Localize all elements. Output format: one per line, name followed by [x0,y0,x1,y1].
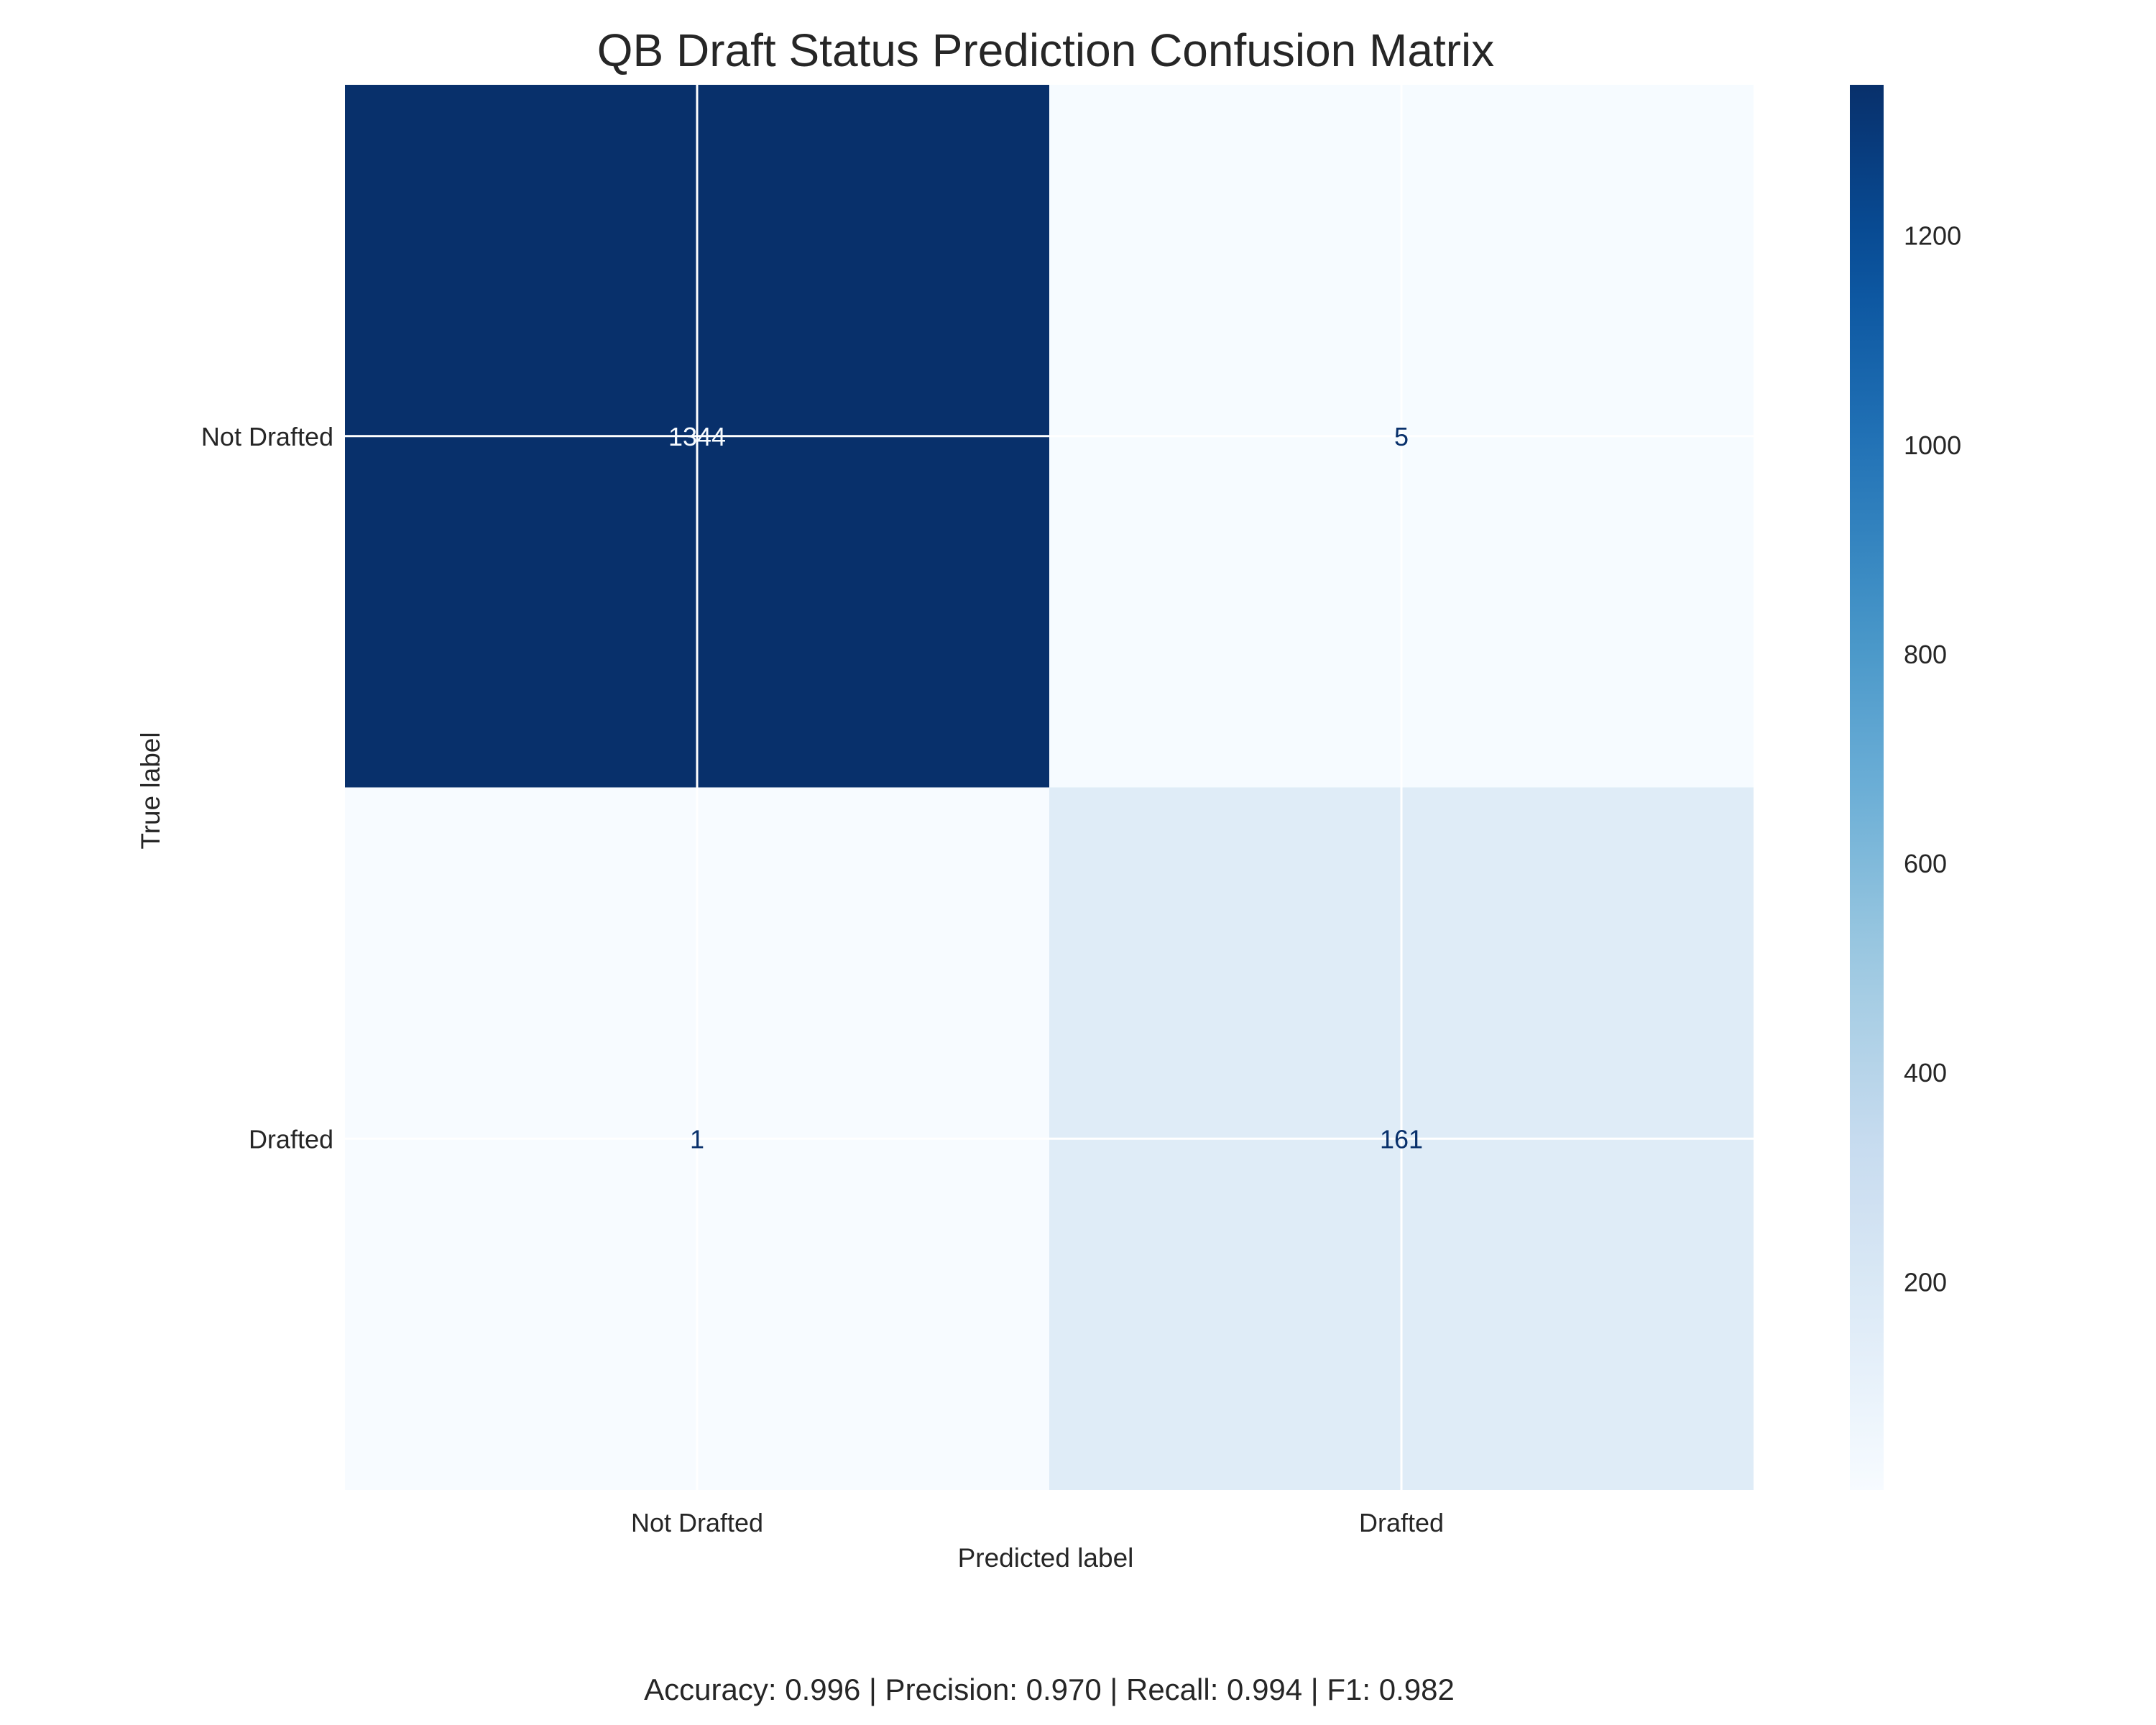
cell-value-label: 1344 [668,422,726,451]
cell-value-label: 5 [1394,422,1409,451]
y-tick-label: Drafted [249,1124,333,1154]
colorbar-tick-label: 800 [1904,640,1947,669]
metrics-footer: Accuracy: 0.996 | Precision: 0.970 | Rec… [644,1673,1455,1706]
colorbar-tick-label: 200 [1904,1267,1947,1297]
y-axis-label: True label [136,732,165,849]
colorbar-tick-label: 1000 [1904,431,1961,460]
heatmap-cells [345,85,1754,1490]
colorbar-tick-label: 400 [1904,1058,1947,1087]
colorbar-tick-label: 600 [1904,849,1947,878]
x-tick-label: Not Drafted [631,1508,763,1537]
x-tick-label: Drafted [1359,1508,1444,1537]
colorbar-tick-labels: 200 400 600 800 1000 1200 [1904,221,1961,1297]
heatmap-gridlines [345,85,1754,1490]
x-tick-labels: Not Drafted Drafted [631,1508,1444,1537]
heatmap-cell-labels: 1344 5 1 161 [668,422,1423,1154]
colorbar-gradient [1850,85,1884,1490]
cell-value-label: 161 [1380,1124,1423,1154]
colorbar-tick-label: 1200 [1904,221,1961,251]
chart-title: QB Draft Status Prediction Confusion Mat… [597,24,1495,76]
y-tick-label: Not Drafted [201,422,333,451]
colorbar: 200 400 600 800 1000 1200 [1850,85,1961,1490]
y-tick-labels: Not Drafted Drafted [201,422,333,1154]
cell-value-label: 1 [690,1124,704,1154]
x-axis-label: Predicted label [958,1543,1134,1573]
